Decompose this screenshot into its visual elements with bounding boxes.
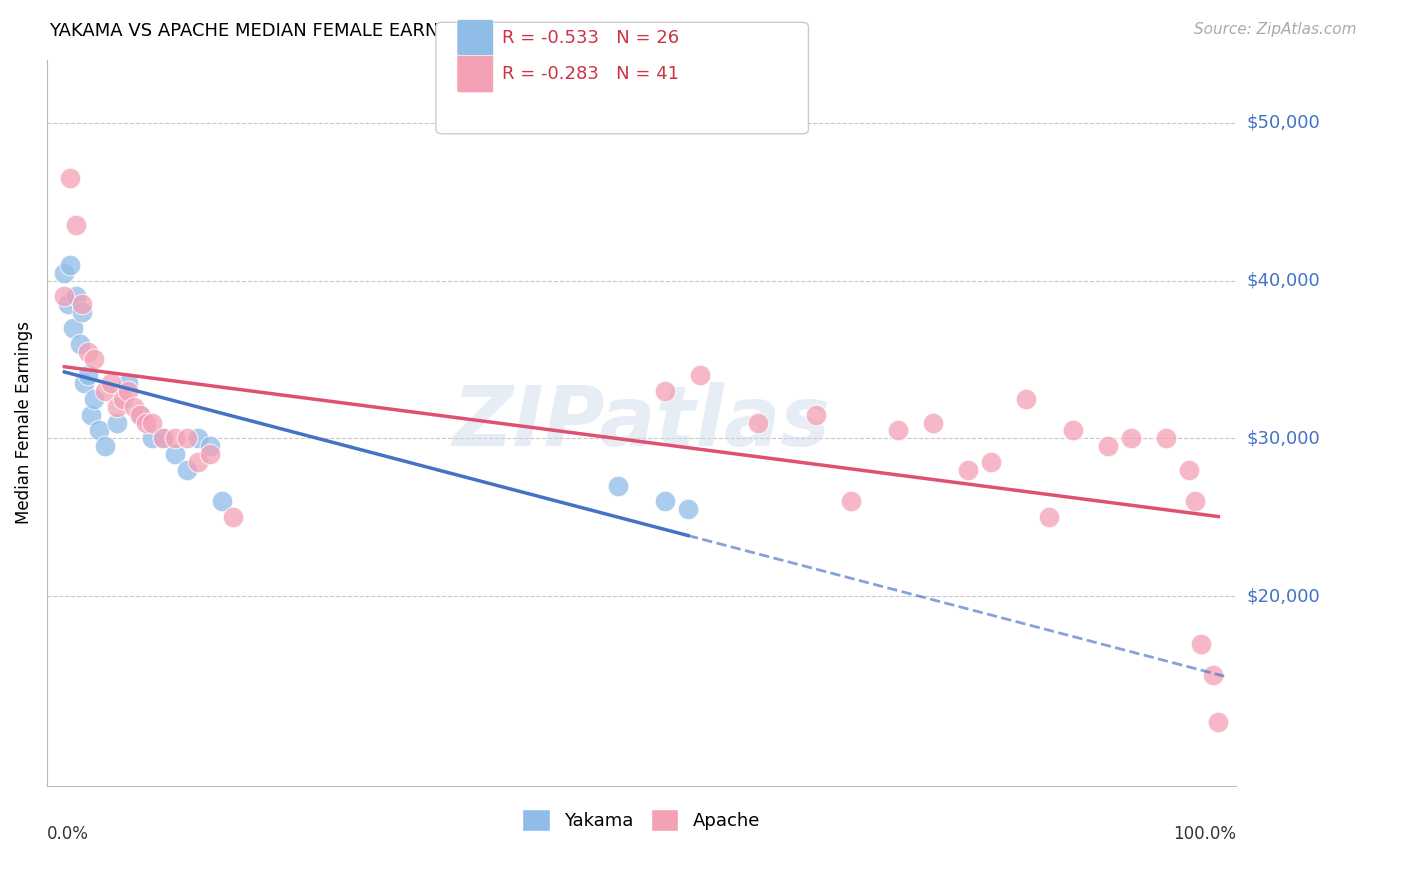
- Point: [1184, 494, 1206, 508]
- Point: [69, 336, 91, 351]
- Point: [165, 431, 187, 445]
- Text: $30,000: $30,000: [1247, 429, 1320, 448]
- Point: [124, 400, 146, 414]
- Point: [94, 384, 117, 398]
- Point: [921, 416, 943, 430]
- Text: ZIPatlas: ZIPatlas: [453, 382, 831, 463]
- Text: 0.0%: 0.0%: [46, 825, 89, 844]
- Point: [198, 447, 221, 461]
- Point: [141, 431, 163, 445]
- Text: $20,000: $20,000: [1247, 587, 1320, 605]
- Point: [70, 305, 93, 319]
- Point: [56, 297, 79, 311]
- Point: [83, 352, 105, 367]
- Point: [59, 171, 82, 186]
- Point: [654, 494, 676, 508]
- Point: [1154, 431, 1177, 445]
- Point: [165, 447, 187, 461]
- Point: [211, 494, 233, 508]
- Point: [152, 431, 174, 445]
- Point: [89, 424, 111, 438]
- Point: [73, 376, 96, 391]
- Point: [1208, 715, 1230, 730]
- Point: [1189, 636, 1212, 650]
- Point: [1201, 668, 1223, 682]
- Point: [806, 408, 828, 422]
- Point: [105, 400, 128, 414]
- Point: [80, 408, 103, 422]
- Point: [70, 297, 93, 311]
- Point: [105, 416, 128, 430]
- Point: [1119, 431, 1142, 445]
- Point: [76, 368, 98, 383]
- Legend: Yakama, Apache: Yakama, Apache: [515, 802, 768, 838]
- Point: [176, 463, 198, 477]
- Point: [956, 463, 979, 477]
- Point: [129, 408, 152, 422]
- Text: R = -0.283   N = 41: R = -0.283 N = 41: [502, 65, 679, 83]
- Point: [53, 266, 76, 280]
- Point: [65, 289, 87, 303]
- Text: Source: ZipAtlas.com: Source: ZipAtlas.com: [1194, 22, 1357, 37]
- Point: [94, 439, 117, 453]
- Point: [83, 392, 105, 406]
- Point: [1178, 463, 1201, 477]
- Point: [980, 455, 1002, 469]
- Point: [1097, 439, 1119, 453]
- Point: [1038, 510, 1060, 524]
- Point: [187, 431, 209, 445]
- Point: [129, 408, 152, 422]
- Point: [152, 431, 174, 445]
- Point: [187, 455, 209, 469]
- Text: $50,000: $50,000: [1247, 113, 1320, 132]
- Point: [65, 219, 87, 233]
- Point: [117, 384, 139, 398]
- Point: [53, 289, 76, 303]
- Text: R = -0.533   N = 26: R = -0.533 N = 26: [502, 29, 679, 47]
- Y-axis label: Median Female Earnings: Median Female Earnings: [15, 321, 32, 524]
- Point: [747, 416, 769, 430]
- Point: [654, 384, 676, 398]
- Text: YAKAMA VS APACHE MEDIAN FEMALE EARNINGS CORRELATION CHART: YAKAMA VS APACHE MEDIAN FEMALE EARNINGS …: [49, 22, 683, 40]
- Point: [222, 510, 245, 524]
- Text: $40,000: $40,000: [1247, 271, 1320, 290]
- Point: [59, 258, 82, 272]
- Point: [76, 344, 98, 359]
- Point: [62, 321, 84, 335]
- Point: [1062, 424, 1084, 438]
- Point: [689, 368, 711, 383]
- Point: [198, 439, 221, 453]
- Point: [117, 376, 139, 391]
- Point: [839, 494, 862, 508]
- Point: [141, 416, 163, 430]
- Point: [176, 431, 198, 445]
- Point: [135, 416, 157, 430]
- Point: [111, 392, 134, 406]
- Point: [887, 424, 910, 438]
- Point: [100, 376, 122, 391]
- Point: [1015, 392, 1038, 406]
- Text: 100.0%: 100.0%: [1173, 825, 1236, 844]
- Point: [607, 479, 630, 493]
- Point: [676, 502, 699, 516]
